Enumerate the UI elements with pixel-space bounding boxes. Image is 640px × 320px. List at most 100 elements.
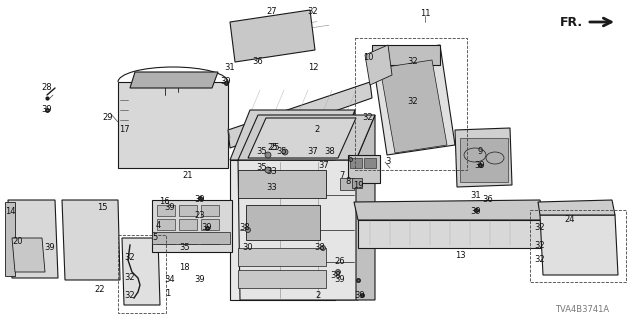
Text: 28: 28 [42, 84, 52, 92]
Text: 20: 20 [13, 237, 23, 246]
Polygon shape [372, 45, 455, 155]
Text: 26: 26 [335, 258, 346, 267]
Bar [340, 178, 354, 190]
Bar [238, 270, 326, 288]
Bar [352, 178, 362, 188]
Text: 16: 16 [159, 197, 170, 206]
Text: 29: 29 [103, 114, 113, 123]
Text: 31: 31 [470, 190, 481, 199]
Text: 39: 39 [45, 244, 55, 252]
Text: 6: 6 [348, 156, 353, 164]
Text: 38: 38 [239, 223, 250, 233]
Text: 32: 32 [534, 223, 545, 233]
Text: 22: 22 [95, 285, 105, 294]
Text: 32: 32 [125, 274, 135, 283]
Text: 15: 15 [97, 204, 108, 212]
Polygon shape [380, 60, 447, 153]
Bar [157, 219, 175, 230]
Bar [179, 233, 197, 244]
Bar [179, 205, 197, 216]
Text: 39: 39 [221, 77, 231, 86]
Text: 27: 27 [267, 7, 277, 17]
Circle shape [335, 269, 340, 275]
Text: 39: 39 [355, 291, 365, 300]
Text: 3: 3 [385, 157, 390, 166]
Polygon shape [118, 82, 228, 168]
Bar [238, 170, 326, 198]
Circle shape [282, 149, 288, 155]
Bar [118, 235, 166, 313]
Text: 2: 2 [314, 125, 319, 134]
Text: 32: 32 [363, 114, 373, 123]
Text: TVA4B3741A: TVA4B3741A [555, 305, 609, 314]
Text: 39: 39 [202, 223, 212, 233]
Circle shape [321, 245, 326, 251]
Polygon shape [335, 110, 355, 300]
Text: 39: 39 [164, 204, 175, 212]
Text: 14: 14 [4, 207, 15, 217]
Text: 30: 30 [243, 244, 253, 252]
Text: 32: 32 [534, 241, 545, 250]
Text: 32: 32 [125, 253, 135, 262]
Text: 39: 39 [195, 276, 205, 284]
Bar [157, 205, 175, 216]
Text: 35: 35 [180, 244, 190, 252]
Polygon shape [238, 115, 375, 160]
Polygon shape [230, 110, 355, 160]
Text: 37: 37 [319, 161, 330, 170]
Text: 33: 33 [267, 167, 277, 177]
Text: 23: 23 [195, 211, 205, 220]
Text: 17: 17 [118, 125, 129, 134]
Polygon shape [228, 82, 372, 148]
Text: 32: 32 [125, 291, 135, 300]
Bar [152, 232, 230, 244]
Polygon shape [356, 115, 375, 300]
Text: 32: 32 [408, 58, 419, 67]
Text: 38: 38 [324, 148, 335, 156]
Text: 25: 25 [268, 143, 278, 153]
Text: 12: 12 [308, 63, 318, 73]
Text: 1: 1 [165, 289, 171, 298]
Text: 37: 37 [308, 148, 318, 156]
Polygon shape [358, 220, 545, 248]
Text: 35: 35 [257, 164, 268, 172]
Text: 21: 21 [183, 171, 193, 180]
Text: 5: 5 [152, 234, 157, 243]
Text: 7: 7 [339, 171, 345, 180]
Polygon shape [230, 10, 315, 62]
Bar [238, 248, 326, 266]
Text: 39: 39 [475, 161, 485, 170]
Text: 9: 9 [477, 148, 483, 156]
Text: 39: 39 [470, 207, 481, 217]
Bar [355, 38, 467, 170]
Bar [157, 233, 175, 244]
Text: 10: 10 [363, 53, 373, 62]
Text: 34: 34 [164, 276, 175, 284]
Polygon shape [372, 45, 440, 65]
Text: 36: 36 [253, 58, 264, 67]
Text: 39: 39 [195, 196, 205, 204]
Text: 19: 19 [353, 180, 364, 189]
Polygon shape [365, 45, 392, 85]
Text: 35: 35 [276, 148, 287, 156]
Circle shape [265, 167, 271, 173]
Text: 8: 8 [346, 178, 351, 187]
Text: 39: 39 [335, 276, 346, 284]
Text: 38: 38 [315, 244, 325, 252]
Polygon shape [460, 138, 508, 182]
Text: 13: 13 [454, 251, 465, 260]
Polygon shape [5, 202, 15, 276]
Polygon shape [238, 160, 358, 300]
Polygon shape [230, 160, 335, 300]
Bar [364, 158, 376, 168]
Polygon shape [354, 200, 545, 220]
Text: 39: 39 [42, 106, 52, 115]
Text: 32: 32 [408, 98, 419, 107]
Bar [530, 210, 626, 282]
Text: FR.: FR. [560, 15, 583, 28]
Bar [179, 219, 197, 230]
Polygon shape [455, 128, 512, 187]
Polygon shape [248, 118, 356, 158]
Text: 36: 36 [483, 196, 493, 204]
Bar [201, 233, 219, 244]
